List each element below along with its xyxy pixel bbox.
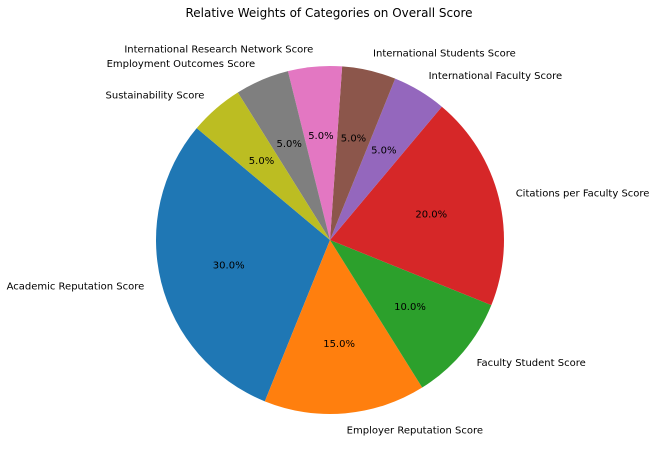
chart-title: Relative Weights of Categories on Overal… xyxy=(185,6,472,20)
slice-label-faculty-student-score: Faculty Student Score xyxy=(477,358,586,369)
slice-percent-citations-per-faculty-score: 20.0% xyxy=(415,210,447,221)
pie-slice-citations-per-faculty-score xyxy=(330,106,504,306)
pie-slices xyxy=(155,66,504,414)
slice-percent-employer-reputation-score: 15.0% xyxy=(323,339,355,350)
slice-label-sustainability-score: Sustainability Score xyxy=(106,91,205,102)
slice-percent-sustainability-score: 5.0% xyxy=(249,156,274,167)
pie-slice-sustainability-score xyxy=(196,92,330,240)
pie-slice-international-students-score xyxy=(330,66,396,240)
slice-label-citations-per-faculty-score: Citations per Faculty Score xyxy=(516,189,650,200)
pie-slice-international-faculty-score xyxy=(330,78,442,240)
slice-label-international-faculty-score: International Faculty Score xyxy=(429,71,563,82)
slice-label-employer-reputation-score: Employer Reputation Score xyxy=(347,426,483,437)
slice-percent-employment-outcomes-score: 5.0% xyxy=(277,139,302,150)
pie-slice-employment-outcomes-score xyxy=(237,71,330,240)
slice-percent-international-faculty-score: 5.0% xyxy=(371,146,396,157)
slice-label-international-students-score: International Students Score xyxy=(373,49,516,60)
slice-label-academic-reputation-score: Academic Reputation Score xyxy=(7,281,145,292)
slice-label-international-research-network-score: International Research Network Score xyxy=(124,44,313,55)
pie-slice-faculty-student-score xyxy=(330,240,492,388)
slice-percent-international-students-score: 5.0% xyxy=(341,133,366,144)
pie-slice-employer-reputation-score xyxy=(264,240,423,414)
slice-percent-academic-reputation-score: 30.0% xyxy=(213,260,245,271)
pie-slice-international-research-network-score xyxy=(287,66,343,240)
slice-label-employment-outcomes-score: Employment Outcomes Score xyxy=(107,59,256,70)
slice-percent-international-research-network-score: 5.0% xyxy=(308,131,333,142)
slice-percent-faculty-student-score: 10.0% xyxy=(394,302,426,313)
pie-labels: Academic Reputation Score 30.0% Employer R… xyxy=(7,44,650,436)
pie-slice-academic-reputation-score xyxy=(155,128,330,402)
